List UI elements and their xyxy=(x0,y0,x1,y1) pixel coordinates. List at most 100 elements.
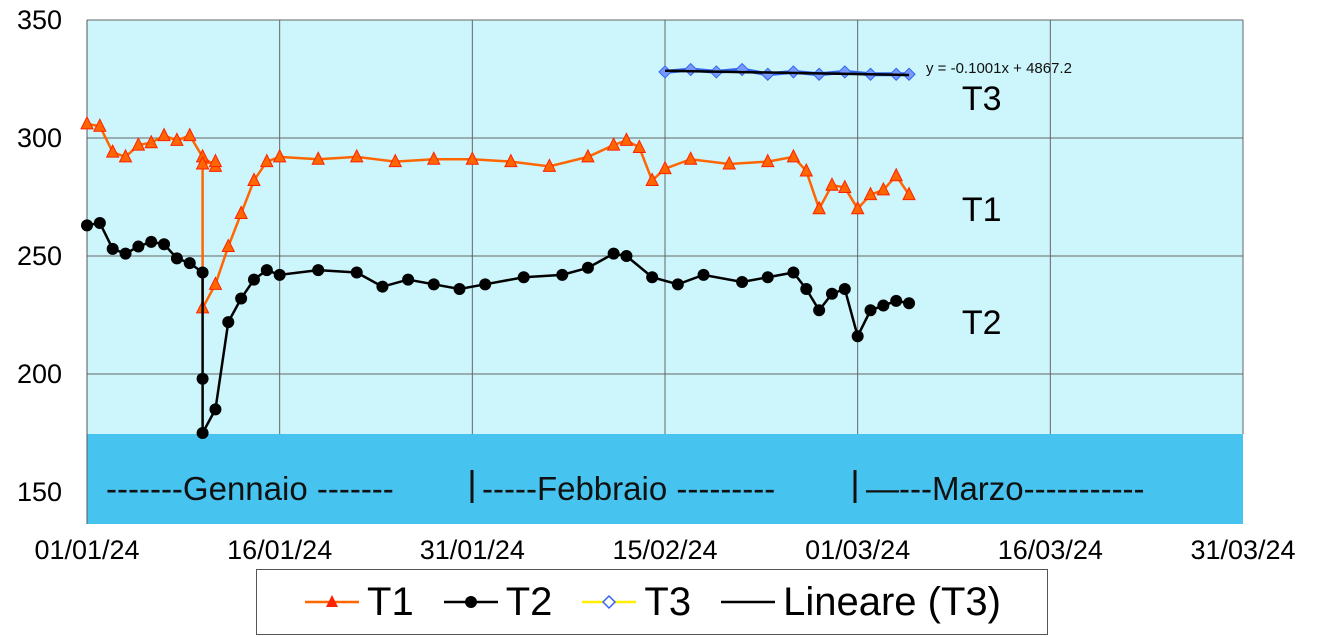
legend-swatch xyxy=(443,596,498,608)
data-point xyxy=(144,134,159,149)
data-point xyxy=(376,280,389,293)
series-t2 xyxy=(81,216,916,439)
data-point xyxy=(106,242,119,255)
data-point xyxy=(157,127,171,142)
data-point xyxy=(81,219,93,232)
data-point xyxy=(402,273,415,286)
x-tick-label: 16/03/24 xyxy=(998,535,1103,565)
legend-item: T2 xyxy=(442,580,553,624)
data-point xyxy=(465,151,480,165)
data-point xyxy=(93,118,107,132)
chart: 150 200 250 300 350 01/01/24 16/01/24 31/01/24… xyxy=(17,5,1296,565)
data-point xyxy=(196,266,209,279)
data-point xyxy=(646,271,659,284)
legend-item: Lineare (T3) xyxy=(719,582,1001,622)
x-tick-label: 15/02/24 xyxy=(612,535,717,565)
data-point xyxy=(234,205,248,220)
data-point xyxy=(517,271,530,284)
data-point xyxy=(825,177,839,191)
data-point xyxy=(170,252,183,265)
data-point xyxy=(119,247,132,260)
data-point xyxy=(736,275,749,288)
data-point xyxy=(145,235,158,248)
legend-label: T2 xyxy=(505,580,553,624)
data-point xyxy=(479,278,492,291)
legend-marker xyxy=(464,596,477,608)
series-layer xyxy=(80,62,916,439)
y-axis-ticks: 150 200 250 300 350 xyxy=(17,5,62,507)
legend-label: T3 xyxy=(644,580,692,624)
data-point xyxy=(158,238,171,251)
series-lineare-t3 xyxy=(664,69,910,77)
x-tick-label: 31/01/24 xyxy=(420,535,525,565)
legend-item: T1 xyxy=(303,582,414,622)
data-point xyxy=(273,268,286,281)
legend-label: Lineare (T3) xyxy=(783,580,1001,624)
data-point xyxy=(260,153,274,168)
data-point xyxy=(272,148,287,163)
data-point xyxy=(786,148,801,163)
data-point xyxy=(620,250,633,262)
month-label-gennaio: -------Gennaio ------- xyxy=(106,470,394,507)
data-point xyxy=(851,330,864,343)
data-point xyxy=(760,153,775,168)
data-point xyxy=(850,200,865,215)
legend-swatch xyxy=(582,594,637,610)
series-t1 xyxy=(80,115,916,314)
y-tick-label: 200 xyxy=(17,359,62,389)
data-point xyxy=(93,216,106,229)
series-annotation: T3 xyxy=(962,80,1002,118)
data-point xyxy=(813,304,826,317)
series-annotations: T3 T1 T2 xyxy=(962,80,1002,342)
legend-marker xyxy=(602,594,617,610)
data-point xyxy=(863,186,878,201)
x-tick-label: 31/03/24 xyxy=(1190,535,1295,565)
data-point xyxy=(208,276,223,290)
data-point xyxy=(196,372,209,385)
x-axis-ticks: 01/01/24 16/01/24 31/01/24 15/02/24 01/03/24… xyxy=(34,535,1295,565)
data-point xyxy=(697,268,710,281)
data-point xyxy=(722,155,737,170)
data-point xyxy=(581,148,595,163)
data-point xyxy=(556,268,569,281)
y-tick-label: 150 xyxy=(17,477,62,507)
data-point xyxy=(182,127,197,142)
data-point xyxy=(787,266,800,279)
data-point xyxy=(903,297,916,310)
x-tick-label: 01/01/24 xyxy=(34,535,139,565)
data-point xyxy=(349,148,364,163)
data-point xyxy=(350,266,363,279)
data-point xyxy=(195,155,210,170)
y-tick-label: 350 xyxy=(17,5,62,35)
data-point xyxy=(312,264,325,277)
data-point xyxy=(838,283,851,296)
gridlines xyxy=(86,19,1244,524)
data-point xyxy=(118,148,133,163)
data-point xyxy=(80,115,94,130)
data-point xyxy=(683,151,698,165)
month-band xyxy=(87,434,1243,524)
series-annotation: T2 xyxy=(962,304,1002,342)
data-point xyxy=(196,427,209,439)
y-tick-label: 300 xyxy=(17,123,62,153)
data-point xyxy=(876,181,891,196)
data-point xyxy=(105,144,120,158)
data-point xyxy=(311,151,326,165)
data-point xyxy=(581,261,594,274)
data-point xyxy=(799,162,814,177)
series-line xyxy=(664,69,910,77)
data-point xyxy=(209,403,222,416)
data-point xyxy=(645,172,659,186)
data-point xyxy=(247,172,261,186)
data-point xyxy=(388,153,403,168)
data-point xyxy=(606,136,621,151)
series-annotation: T1 xyxy=(962,191,1002,229)
month-label-febbraio: -----Febbraio --------- xyxy=(482,470,775,507)
data-point xyxy=(542,158,557,172)
data-point xyxy=(889,167,904,182)
legend-marker xyxy=(326,595,339,607)
legend-label: T1 xyxy=(367,580,414,624)
data-point xyxy=(800,283,813,296)
data-point xyxy=(235,292,248,305)
data-point xyxy=(183,257,196,270)
